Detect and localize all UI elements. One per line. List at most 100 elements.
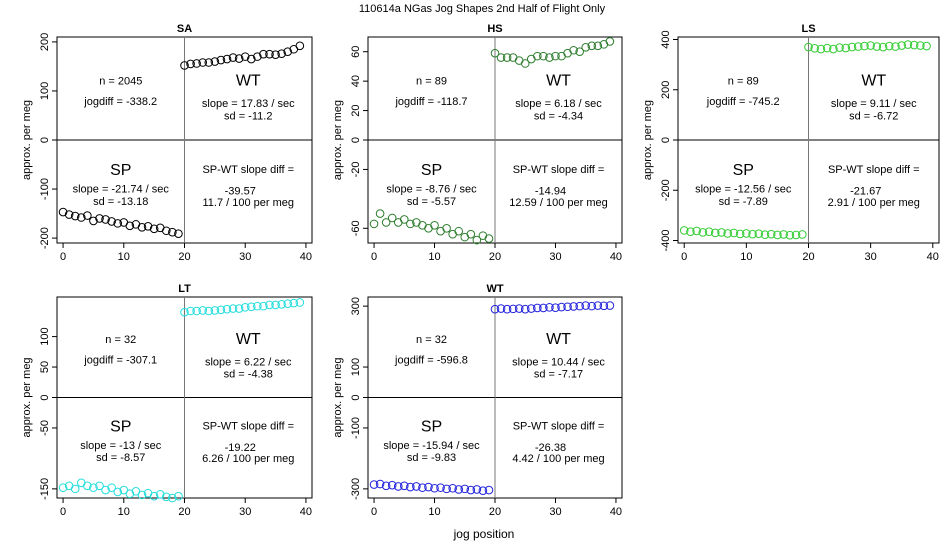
x-tick-label: 10	[428, 506, 440, 518]
x-tick-label: 40	[927, 251, 939, 263]
sp-point	[393, 482, 403, 491]
wt-point	[210, 306, 220, 315]
y-tick-label: 0	[39, 137, 51, 143]
sp-point	[161, 492, 171, 502]
wt-point	[605, 301, 615, 310]
sp-point	[399, 215, 409, 224]
y-tick-label: -60	[350, 220, 362, 236]
wt-slope: slope = 6.22 / sec	[205, 356, 292, 368]
sp-point	[369, 219, 379, 229]
y-tick-label: 200	[660, 81, 672, 99]
sp-point	[729, 228, 739, 238]
wt-point	[533, 51, 542, 61]
sp-point	[679, 226, 689, 235]
wt-point	[569, 45, 578, 55]
sp-point	[442, 223, 451, 233]
wt-point	[246, 302, 256, 312]
wt-point	[186, 306, 195, 316]
wt-point	[490, 304, 500, 314]
sp-point	[369, 480, 379, 489]
wt-point	[563, 302, 572, 312]
panel-ls: LS 0 10 20 30 40 -400 -200 0 200 400 approx. per me…	[642, 23, 940, 263]
sp-point	[107, 217, 116, 226]
y-tick-label: -200	[39, 227, 51, 249]
sp-label: SP	[421, 162, 442, 179]
sp-point	[174, 491, 183, 501]
wt-point	[866, 41, 875, 50]
y-tick-label: -400	[660, 229, 672, 251]
wt-point	[496, 53, 506, 62]
sp-point	[424, 482, 433, 492]
wt-point	[234, 304, 244, 313]
x-tick-label: 30	[549, 506, 561, 518]
wt-point	[246, 54, 256, 64]
wt-point	[216, 55, 226, 65]
wt-slope: slope = 6.18 / sec	[515, 98, 602, 110]
wt-point	[192, 306, 201, 316]
sp-point	[754, 229, 764, 239]
slope-diff-label: SP-WT slope diff =	[202, 164, 294, 176]
wt-point	[271, 50, 280, 59]
wt-point	[277, 49, 286, 58]
y-axis-label: approx. per meg	[21, 357, 33, 437]
y-tick-label: 100	[39, 327, 51, 345]
panel-hs: HS 0 10 20 30 40 -60 -20 0 20 40 60 approx. per meg n…	[332, 23, 623, 263]
sp-point	[484, 234, 494, 243]
sp-point	[436, 483, 445, 492]
wt-label: WT	[546, 72, 571, 89]
sp-label: SP	[421, 419, 442, 436]
slope-diff-per: 6.26 / 100 per meg	[202, 453, 294, 465]
sp-point	[101, 215, 110, 224]
x-tick-label: 0	[681, 251, 687, 263]
wt-point	[496, 304, 506, 313]
wt-point	[569, 302, 578, 311]
sp-point	[717, 228, 726, 237]
y-axis-label: approx. per meg	[332, 357, 344, 437]
wt-point	[593, 301, 603, 310]
wt-point	[903, 40, 913, 49]
y-tick-label: -100	[39, 178, 51, 200]
figure-title: 110614a NGas Jog Shapes 2nd Half of Flig…	[359, 3, 606, 15]
wt-point	[265, 300, 274, 310]
sp-point	[113, 219, 123, 228]
x-tick-label: 40	[610, 506, 622, 518]
wt-point	[557, 302, 566, 312]
sp-label: SP	[110, 419, 131, 436]
wt-point	[277, 300, 286, 309]
y-tick-label: 200	[39, 33, 51, 51]
wt-point	[829, 44, 838, 54]
x-tick-label: 20	[802, 251, 814, 263]
x-axis-label: jog position	[453, 527, 515, 541]
wt-point	[581, 301, 591, 310]
sp-point	[375, 209, 385, 218]
y-tick-label: -50	[39, 420, 51, 436]
sp-point	[760, 230, 770, 240]
wt-point	[526, 304, 536, 313]
wt-sd: sd = -11.2	[224, 110, 272, 122]
sp-point	[70, 211, 80, 221]
panel-title: SA	[177, 23, 192, 35]
sp-point	[387, 213, 397, 223]
wt-point	[295, 41, 305, 51]
wt-point	[502, 304, 512, 314]
sp-point	[406, 482, 415, 492]
x-tick-label: 40	[300, 506, 312, 518]
sp-point	[83, 211, 92, 220]
wt-point	[283, 299, 293, 309]
slope-diff-per: 2.91 / 100 per meg	[828, 197, 920, 209]
wt-point	[228, 53, 238, 62]
wt-point	[878, 42, 888, 52]
panel-wt: WT 0 10 20 30 40 -300 -100 0 100 300 approx. per me…	[332, 283, 623, 518]
sp-slope: slope = -12.56 / sec	[695, 184, 792, 196]
x-tick-label: 40	[300, 251, 312, 263]
sp-point	[95, 481, 104, 491]
sp-point	[89, 483, 98, 492]
wt-point	[816, 44, 826, 54]
wt-point	[289, 298, 299, 308]
wt-point	[210, 57, 220, 66]
sp-point	[119, 485, 129, 495]
sp-label: SP	[733, 162, 754, 179]
sp-point	[460, 484, 470, 494]
wt-point	[551, 303, 560, 312]
wt-point	[520, 59, 530, 68]
